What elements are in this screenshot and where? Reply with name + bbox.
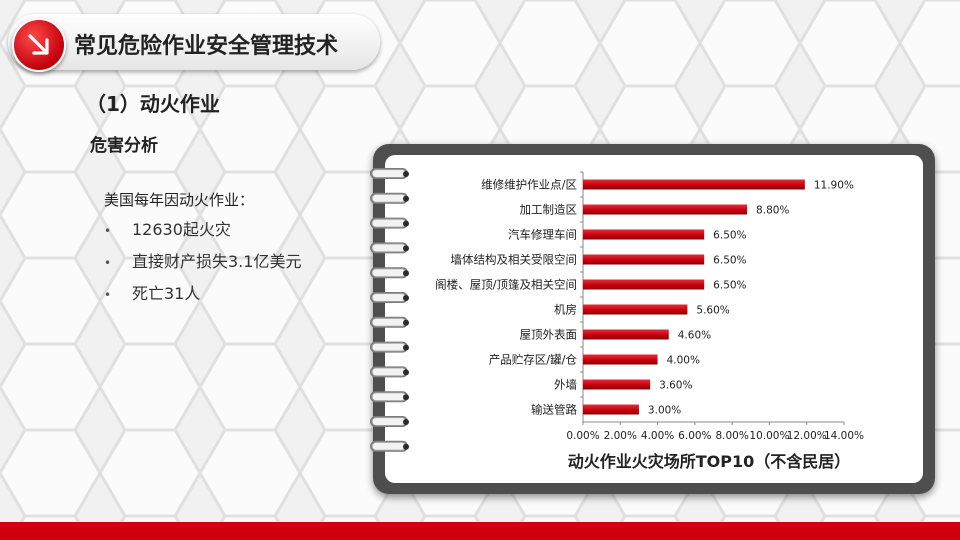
chart-title: 动火作业火灾场所TOP10（不含民居） [568, 452, 851, 471]
x-tick-label: 12.00% [787, 430, 827, 442]
category-label: 输送管路 [531, 403, 577, 417]
footer-strip [0, 522, 960, 540]
data-label: 6.50% [713, 255, 746, 267]
spiral-ring-icon [370, 316, 409, 328]
bar [583, 279, 705, 290]
arrow-down-right-icon [12, 18, 66, 72]
category-label: 加工制造区 [520, 203, 578, 217]
spiral-ring-icon [370, 217, 409, 229]
data-label: 4.60% [678, 330, 711, 342]
data-label: 6.50% [713, 280, 746, 292]
list-item: • 直接财产损失3.1亿美元 [104, 249, 301, 281]
title-banner [8, 14, 380, 70]
bullet-text: 12630起火灾 [132, 220, 231, 239]
data-label: 8.80% [756, 205, 789, 217]
bullet-dot-icon: • [104, 224, 112, 238]
spiral-ring-icon [370, 440, 409, 452]
bullet-text: 死亡31人 [132, 284, 201, 303]
intro-text: 美国每年因动火作业： [104, 191, 255, 209]
bar [583, 254, 705, 265]
category-label: 阁楼、屋顶/顶篷及相关空间 [435, 278, 577, 292]
category-label: 产品贮存区/罐/仓 [489, 353, 578, 367]
spiral-ring-icon [370, 391, 409, 403]
bar [583, 229, 705, 240]
spiral-ring-icon [370, 242, 409, 254]
bullet-list: • 12630起火灾 • 直接财产损失3.1亿美元 • 死亡31人 [104, 217, 301, 313]
x-tick-label: 4.00% [641, 430, 674, 442]
data-label: 3.00% [648, 405, 681, 417]
section-title: （1）动火作业 [86, 92, 220, 116]
spiral-binding [370, 168, 409, 452]
x-tick-label: 10.00% [749, 430, 789, 442]
x-tick-label: 14.00% [824, 430, 864, 442]
category-label: 外墙 [554, 378, 577, 392]
bar [583, 304, 688, 315]
bar [583, 179, 805, 190]
bar [583, 404, 639, 415]
x-tick-label: 8.00% [715, 430, 748, 442]
bar [583, 329, 669, 340]
category-label: 屋顶外表面 [520, 328, 578, 342]
subsection-title: 危害分析 [90, 136, 158, 156]
bullet-dot-icon: • [104, 256, 112, 270]
spiral-ring-icon [370, 366, 409, 378]
spiral-ring-icon [370, 292, 409, 303]
bar [583, 204, 748, 215]
data-label: 11.90% [814, 180, 854, 192]
spiral-ring-icon [370, 168, 409, 179]
x-tick-label: 0.00% [566, 430, 599, 442]
spiral-ring-icon [370, 267, 409, 279]
list-item: • 死亡31人 [104, 281, 301, 313]
bullet-text: 直接财产损失3.1亿美元 [132, 252, 302, 271]
x-tick-label: 2.00% [604, 430, 637, 442]
data-label: 3.60% [659, 380, 692, 392]
category-label: 墙体结构及相关受限空间 [451, 253, 578, 267]
page-title: 常见危险作业安全管理技术 [74, 34, 339, 59]
category-label: 汽车修理车间 [508, 228, 577, 242]
spiral-ring-icon [370, 341, 409, 353]
spiral-ring-icon [370, 416, 409, 427]
data-label: 4.00% [667, 355, 700, 367]
x-tick-label: 6.00% [678, 430, 711, 442]
data-label: 5.60% [696, 305, 729, 317]
bar [583, 354, 658, 365]
spiral-ring-icon [370, 192, 409, 204]
bar [583, 379, 651, 390]
bar-chart: 维修维护作业点/区 11.90% 加工制造区 8.80% 汽车修理车间 6.50% 墙体结构… [435, 171, 864, 471]
list-item: • 12630起火灾 [104, 217, 301, 249]
category-label: 机房 [554, 303, 577, 317]
bullet-dot-icon: • [104, 288, 112, 302]
data-label: 6.50% [713, 230, 746, 242]
category-label: 维修维护作业点/区 [481, 178, 577, 192]
